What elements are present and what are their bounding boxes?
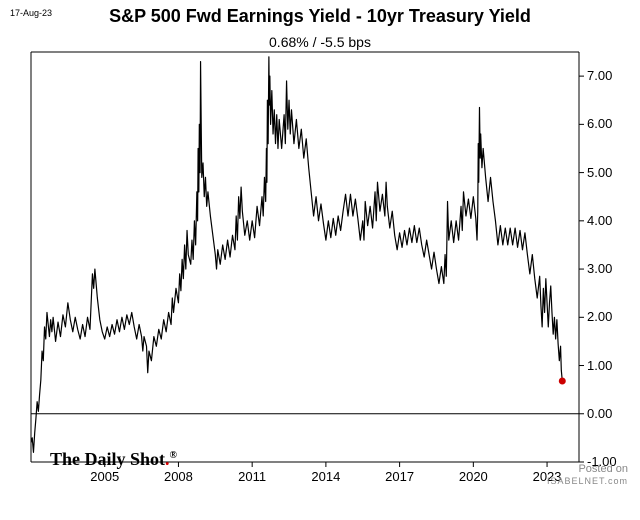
- chart-container: 17-Aug-23 S&P 500 Fwd Earnings Yield - 1…: [0, 0, 640, 520]
- y-tick-label: 2.00: [587, 309, 612, 324]
- plot-svg: [25, 42, 585, 477]
- x-tick-label: 2005: [90, 469, 119, 484]
- y-tick-label: 3.00: [587, 261, 612, 276]
- x-tick-label: 2020: [459, 469, 488, 484]
- x-tick-label: 2008: [164, 469, 193, 484]
- x-tick-label: 2011: [238, 469, 266, 484]
- source-label: The Daily Shot.®: [50, 449, 177, 470]
- x-tick-label: 2014: [311, 469, 340, 484]
- x-tick-label: 2017: [385, 469, 414, 484]
- y-tick-label: 5.00: [587, 165, 612, 180]
- y-tick-label: 0.00: [587, 406, 612, 421]
- y-tick-label: 1.00: [587, 358, 612, 373]
- y-tick-label: 4.00: [587, 213, 612, 228]
- chart-title: S&P 500 Fwd Earnings Yield - 10yr Treasu…: [0, 6, 640, 27]
- posted-on-label: Posted on ISABELNET.com: [547, 463, 628, 486]
- plot-area: [25, 42, 585, 477]
- y-tick-label: 6.00: [587, 116, 612, 131]
- y-tick-label: 7.00: [587, 68, 612, 83]
